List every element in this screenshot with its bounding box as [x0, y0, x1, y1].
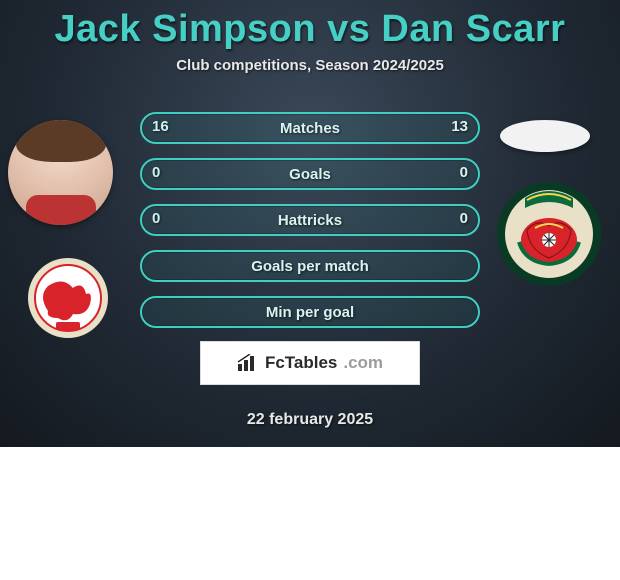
branding-suffix: .com: [343, 353, 383, 373]
stat-label: Goals per match: [251, 258, 369, 275]
stat-row-matches: 16 Matches 13: [0, 112, 620, 158]
stat-label: Hattricks: [278, 212, 342, 229]
stat-lane: Goals: [140, 158, 480, 190]
stat-lane: Matches: [140, 112, 480, 144]
page-title: Jack Simpson vs Dan Scarr: [0, 0, 620, 51]
stat-right-value: 13: [451, 118, 468, 135]
branding-badge: FcTables .com: [200, 341, 420, 385]
stat-right-value: 0: [460, 210, 468, 227]
snapshot-date: 22 february 2025: [0, 411, 620, 429]
bars-icon: [237, 354, 259, 372]
stat-label: Min per goal: [266, 304, 354, 321]
stat-label: Matches: [280, 120, 340, 137]
stat-right-value: 0: [460, 164, 468, 181]
stat-row-mpg: Min per goal: [0, 296, 620, 342]
comparison-card: Jack Simpson vs Dan Scarr Club competiti…: [0, 0, 620, 447]
stat-label: Goals: [289, 166, 331, 183]
branding-name: FcTables: [265, 353, 337, 373]
stat-row-gpm: Goals per match: [0, 250, 620, 296]
stat-lane: Min per goal: [140, 296, 480, 328]
stat-row-hattricks: 0 Hattricks 0: [0, 204, 620, 250]
stat-lane: Hattricks: [140, 204, 480, 236]
subtitle: Club competitions, Season 2024/2025: [0, 57, 620, 74]
stat-lanes: 16 Matches 13 0 Goals 0 0 Hattricks 0 Go…: [0, 112, 620, 342]
stat-row-goals: 0 Goals 0: [0, 158, 620, 204]
stat-lane: Goals per match: [140, 250, 480, 282]
